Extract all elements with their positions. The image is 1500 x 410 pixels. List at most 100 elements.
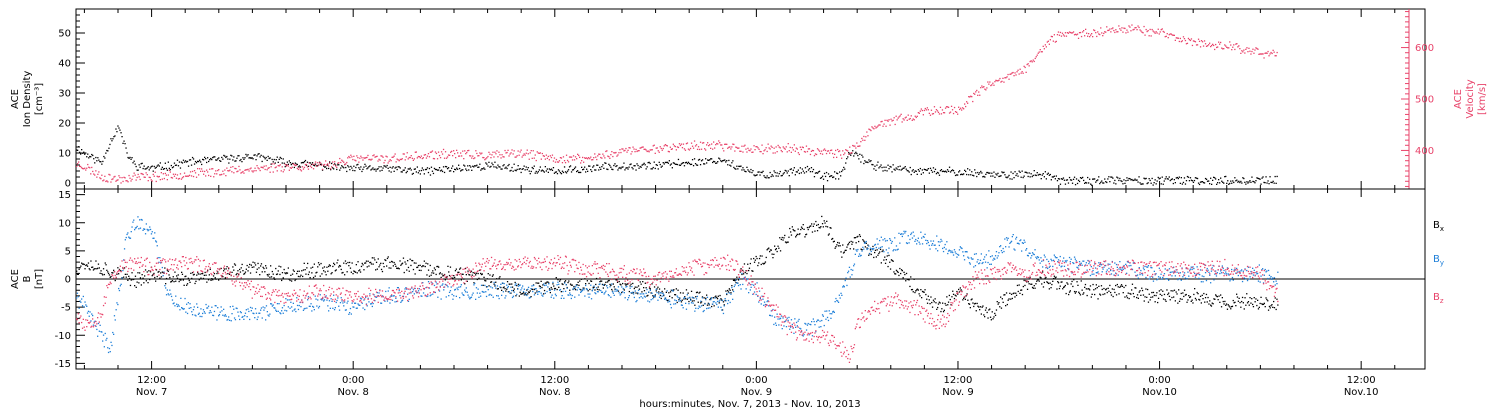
velocity-point: [806, 150, 809, 153]
velocity-point: [407, 158, 409, 160]
velocity-point: [1114, 31, 1116, 34]
density-point: [128, 157, 130, 159]
velocity-point: [317, 164, 320, 166]
bx-point: [440, 276, 442, 279]
bx-point: [1263, 302, 1265, 304]
velocity-point: [766, 150, 768, 153]
by-point: [540, 292, 542, 294]
bx-point: [207, 279, 210, 281]
velocity-point: [195, 176, 198, 178]
bx-point: [333, 263, 336, 266]
bx-point: [700, 301, 703, 303]
density-point: [421, 167, 423, 169]
bx-point: [580, 289, 582, 291]
by-point: [696, 295, 698, 298]
by-point: [464, 289, 466, 291]
velocity-point: [654, 152, 656, 154]
by-point: [333, 309, 336, 311]
bx-point: [261, 271, 263, 273]
density-point: [261, 160, 263, 163]
velocity-point: [1041, 51, 1043, 53]
density-point: [304, 159, 307, 162]
density-point: [1231, 182, 1233, 184]
by-point: [559, 289, 561, 291]
density-point: [876, 164, 878, 166]
velocity-point: [620, 151, 622, 154]
velocity-point: [1043, 48, 1045, 50]
density-point: [737, 168, 739, 170]
bx-point: [1169, 299, 1171, 301]
density-point: [501, 168, 503, 170]
by-point: [536, 291, 538, 294]
velocity-point: [683, 148, 686, 150]
velocity-point: [84, 167, 86, 169]
velocity-point: [85, 169, 87, 171]
bx-point: [359, 269, 361, 271]
density-point: [1191, 180, 1194, 182]
density-point: [1063, 179, 1066, 181]
by-point: [714, 297, 716, 299]
density-point: [875, 169, 877, 171]
velocity-point: [747, 147, 749, 149]
bx-point: [484, 279, 486, 282]
bx-point: [508, 283, 510, 285]
velocity-point: [467, 150, 469, 152]
velocity-point: [784, 148, 786, 150]
velocity-point: [428, 156, 431, 158]
velocity-point: [1044, 44, 1046, 46]
bx-point: [675, 288, 677, 290]
bx-point: [332, 265, 334, 268]
bx-point: [442, 275, 444, 277]
density-point: [1195, 177, 1198, 179]
bx-point: [967, 299, 969, 301]
density-point: [493, 166, 495, 168]
bx-point: [86, 264, 88, 266]
velocity-point: [602, 153, 604, 155]
by-point: [758, 290, 761, 292]
density-point: [869, 160, 871, 163]
velocity-point: [1064, 32, 1067, 34]
density-point: [1244, 181, 1246, 183]
by-point: [677, 296, 679, 299]
velocity-point: [1029, 60, 1031, 63]
bx-point: [632, 282, 634, 285]
density-point: [1107, 178, 1109, 180]
by-point: [82, 295, 84, 298]
bx-point: [836, 244, 838, 246]
bx-point: [900, 269, 903, 271]
velocity-point: [161, 178, 163, 180]
bx-point: [741, 273, 743, 276]
density-point: [769, 171, 771, 174]
by-point: [490, 294, 493, 296]
velocity-point: [134, 174, 136, 176]
by-point: [490, 286, 492, 288]
bx-point: [782, 239, 784, 241]
bx-point: [693, 300, 695, 302]
bx-point: [155, 269, 158, 271]
velocity-point: [954, 111, 957, 113]
by-point: [640, 296, 642, 298]
velocity-point: [94, 174, 96, 176]
b-tick-label: -5: [61, 303, 71, 314]
by-point: [179, 309, 181, 311]
density-point: [651, 168, 653, 170]
velocity-point: [368, 158, 370, 161]
velocity-point: [494, 151, 496, 153]
velocity-point: [1261, 53, 1263, 55]
density-point: [573, 167, 576, 169]
density-point: [195, 162, 198, 164]
velocity-point: [993, 84, 995, 86]
density-point: [1036, 172, 1038, 174]
bx-point: [674, 294, 677, 296]
bx-point: [448, 271, 450, 273]
density-point: [218, 157, 220, 159]
density-point: [1149, 179, 1151, 182]
bx-point: [594, 289, 596, 291]
by-point: [480, 295, 482, 297]
bx-point: [740, 268, 742, 270]
by-point: [658, 293, 660, 295]
velocity-point: [139, 178, 141, 181]
bx-point: [335, 269, 337, 271]
velocity-point: [875, 127, 877, 129]
velocity-point: [726, 143, 728, 145]
